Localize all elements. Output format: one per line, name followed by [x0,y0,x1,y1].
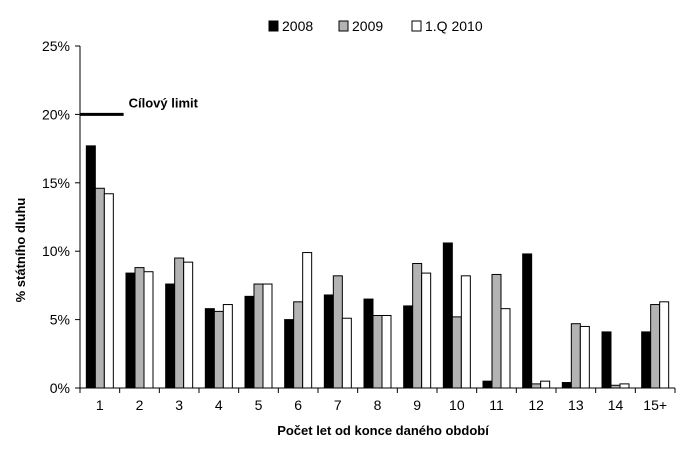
x-axis-title: Počet let od konce daného období [277,423,489,438]
y-tick-label: 25% [42,38,70,54]
bar [619,383,630,389]
bar [650,304,661,389]
x-tick-label: 3 [175,397,183,413]
bar [222,304,233,389]
bar [262,283,273,389]
y-tick-label: 0% [50,380,70,396]
y-tick-label: 20% [42,106,70,122]
legend-swatch [411,20,422,32]
x-tick-label: 12 [528,397,544,413]
bar [213,310,224,389]
bar [183,261,194,389]
bar [302,252,313,389]
legend-label: 2009 [352,18,383,34]
x-tick-label: 5 [255,397,263,413]
bar [579,325,590,389]
bar [531,383,542,389]
legend-label: 2008 [282,18,313,34]
bar [641,331,652,389]
bar [134,267,145,389]
bar [500,308,511,389]
bar [85,145,96,389]
legend-swatch [268,20,279,32]
bar [421,272,432,389]
y-axis-title: % státního dluhu [13,198,28,303]
bar [103,193,114,389]
x-tick-label: 9 [413,397,421,413]
bar [522,253,533,389]
bar [284,319,295,389]
y-tick-label: 10% [42,243,70,259]
bar [125,272,136,389]
bar [610,384,621,389]
x-tick-label: 11 [489,397,504,413]
bar [244,295,255,389]
bar [165,283,176,389]
x-tick-label: 6 [294,397,302,413]
bar [94,187,105,389]
x-tick-label: 14 [608,397,624,413]
x-tick-label: 7 [334,397,342,413]
legend-label: 1.Q 2010 [425,18,483,34]
bar [491,273,502,389]
target-limit-label: Cílový limit [129,95,199,110]
bar [341,317,352,389]
plot-area: 0%5%10%15%20%25%1 2 3 4 5 6 7 8 9 10 11 12 13 14 15+Cí… [42,38,676,413]
x-tick-label: 13 [568,397,584,413]
bar [363,298,374,389]
bar [482,380,493,389]
x-tick-label: 1 [96,397,104,413]
bar [412,263,423,389]
x-tick-label: 8 [374,397,382,413]
x-tick-label: 2 [136,397,144,413]
bar [570,323,581,389]
bar [381,314,392,389]
bar [204,308,215,389]
bar [403,305,414,389]
bar [561,382,572,389]
bar [174,257,185,389]
x-tick-label: 4 [215,397,223,413]
y-tick-label: 5% [50,312,70,328]
bar [293,301,304,389]
x-tick-label: 10 [449,397,465,413]
bar [601,331,612,389]
bar [323,294,334,389]
bar [460,275,471,389]
legend-swatch [338,20,349,32]
legend: 2008 2009 1.Q 2010 [268,18,483,34]
bar [540,380,551,389]
bar [659,301,670,389]
bar [253,283,264,389]
bar [451,316,462,389]
bar [372,314,383,389]
y-tick-label: 15% [42,175,70,191]
x-tick-label: 15+ [643,397,667,413]
bar [143,271,154,389]
bar [442,242,453,389]
bar [332,275,343,389]
